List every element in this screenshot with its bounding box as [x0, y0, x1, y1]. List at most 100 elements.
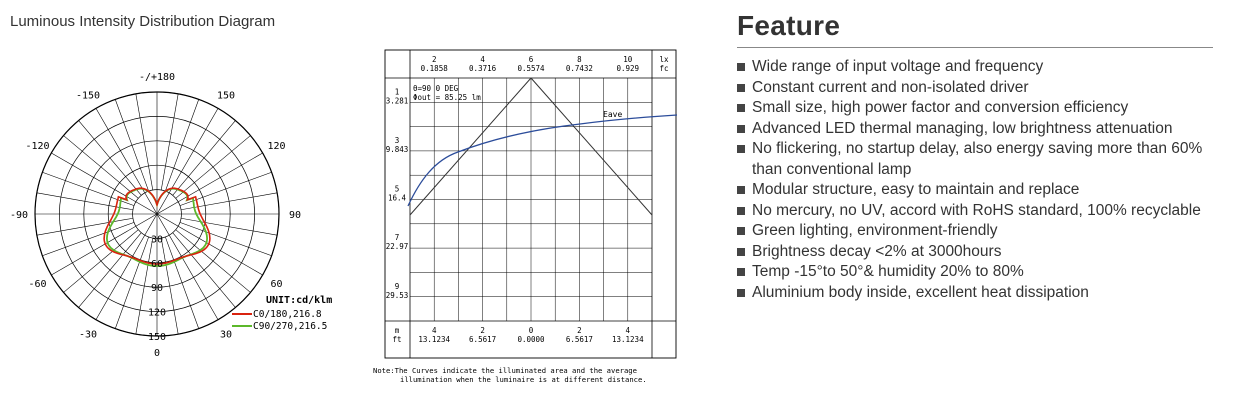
- feature-item: Constant current and non-isolated driver: [737, 78, 1227, 99]
- grid-bottom-header: 0: [529, 326, 534, 335]
- polar-curves: [103, 187, 211, 267]
- polar-angle-label: 150: [217, 90, 235, 101]
- grid-bottom-header: 4: [626, 326, 631, 335]
- grid-corner-header: m: [395, 326, 400, 335]
- feature-item: Wide range of input voltage and frequenc…: [737, 57, 1227, 78]
- polar-spoke: [36, 217, 134, 236]
- polar-grid: [34, 91, 280, 337]
- feature-list: Wide range of input voltage and frequenc…: [737, 57, 1227, 303]
- polar-radial-label: 150: [148, 332, 166, 343]
- feature-item: Advanced LED thermal managing, low brigh…: [737, 119, 1227, 140]
- grid-bottom-header: 0.0000: [517, 335, 545, 344]
- grid-left-header: 5: [395, 185, 400, 194]
- polar-radial-label: 90: [151, 283, 163, 294]
- polar-labels: -/+180 150 -150 120 -120 90 -90 60 -60 30 -30 0 30 60…: [10, 72, 301, 359]
- polar-angle-label: -150: [76, 90, 100, 101]
- grid-left-header: 3.281: [386, 96, 409, 105]
- polar-spoke: [78, 232, 142, 308]
- grid-info-line1: θ=90 0 DEG: [413, 84, 459, 93]
- polar-angle-label: -/+180: [139, 72, 175, 83]
- grid-left-header: 22.97: [386, 242, 409, 251]
- polar-spoke: [180, 217, 278, 236]
- grid-bottom-header: 6.5617: [469, 335, 496, 344]
- polar-curve-c0: [103, 187, 211, 265]
- polar-legend: C0/180,216.8 C90/270,216.5: [232, 309, 327, 332]
- grid-corner-header: ft: [392, 335, 401, 344]
- polar-spoke: [179, 171, 272, 206]
- polar-spoke: [42, 222, 135, 257]
- polar-spoke: [180, 192, 278, 211]
- grid-note-line1: Note:The Curves indicate the illuminated…: [373, 366, 637, 375]
- grid-top-header: 4: [480, 55, 485, 64]
- polar-spoke: [160, 93, 179, 191]
- polar-spoke: [165, 99, 200, 192]
- polar-spoke: [51, 213, 158, 276]
- grid-left-header: 1: [395, 87, 400, 96]
- grid-lines: [384, 49, 677, 359]
- grid-left-header: 29.53: [386, 291, 409, 300]
- feature-item: No mercury, no UV, accord with RoHS stan…: [737, 201, 1227, 222]
- polar-spoke: [114, 236, 149, 329]
- grid-top-header: 0.1858: [421, 64, 449, 73]
- polar-spoke: [156, 213, 263, 276]
- grid-top-header: 2: [432, 55, 437, 64]
- polar-radial-label: 120: [148, 308, 166, 319]
- polar-spoke: [95, 108, 158, 215]
- grid-top-header: 10: [623, 55, 633, 64]
- feature-title: Feature: [737, 10, 841, 41]
- polar-spoke: [42, 171, 135, 206]
- legend-label-c0: C0/180,216.8: [253, 309, 322, 320]
- grid-info-line2: Φout = 85.25 lm: [413, 93, 481, 102]
- grid-bottom-header: 6.5617: [566, 335, 593, 344]
- polar-spoke: [156, 152, 263, 215]
- grid-left-header: 3: [395, 136, 400, 145]
- polar-diagram: -/+180 150 -150 120 -120 90 -90 60 -60 30 -30 0 30 60…: [10, 72, 332, 359]
- grid-note-line2: illumination when the luminaire is at di…: [400, 375, 647, 384]
- legend-label-c90: C90/270,216.5: [253, 321, 327, 332]
- grid-left-header: 16.4: [388, 194, 407, 203]
- grid-top-header: lx: [659, 55, 669, 64]
- feature-divider: [737, 47, 1213, 48]
- curve-label-eave: Eave: [603, 110, 622, 119]
- grid-top-header: 0.929: [617, 64, 640, 73]
- polar-spoke: [135, 237, 154, 335]
- polar-radial-label: 30: [151, 234, 163, 245]
- grid-bottom-header: 2: [577, 326, 582, 335]
- average-illuminance-curve: [407, 114, 678, 207]
- grid-bottom-header: 13.1234: [612, 335, 644, 344]
- polar-angle-label: 30: [220, 330, 232, 341]
- polar-spoke: [156, 108, 219, 215]
- polar-diagram-title: Luminous Intensity Distribution Diagram: [10, 13, 276, 30]
- polar-unit-label: UNIT:cd/klm: [266, 295, 332, 306]
- grid-left-header: 9.843: [386, 145, 409, 154]
- grid-left-header: 9: [395, 282, 400, 291]
- polar-angle-label: 90: [289, 210, 301, 221]
- polar-spoke: [175, 135, 251, 199]
- polar-spoke: [114, 99, 149, 192]
- polar-angle-label: -30: [79, 330, 97, 341]
- grid-top-header: 8: [577, 55, 582, 64]
- grid-headers: 20.185840.371660.557480.7432100.929lxfc1…: [386, 55, 669, 344]
- grid-left-header: 7: [395, 233, 400, 242]
- polar-spoke: [78, 120, 142, 196]
- feature-item: Brightness decay <2% at 3000hours: [737, 242, 1227, 263]
- polar-spoke: [160, 237, 179, 335]
- polar-radial-label: 60: [151, 259, 163, 270]
- grid-top-header: 0.7432: [566, 64, 593, 73]
- grid-top-header: fc: [659, 64, 668, 73]
- grid-bottom-header: 2: [480, 326, 485, 335]
- polar-spoke: [172, 232, 236, 308]
- feature-item: Temp -15°to 50°& humidity 20% to 80%: [737, 262, 1227, 283]
- grid-bottom-header: 13.1234: [418, 335, 450, 344]
- polar-angle-label: 0: [154, 348, 160, 359]
- polar-spoke: [51, 152, 158, 215]
- polar-spoke: [175, 229, 251, 293]
- polar-spoke: [172, 120, 236, 196]
- grid-top-header: 0.5574: [517, 64, 545, 73]
- polar-spoke: [36, 192, 134, 211]
- polar-spoke: [95, 213, 158, 320]
- grid-top-header: 6: [529, 55, 534, 64]
- polar-spoke: [135, 93, 154, 191]
- grid-bottom-header: 4: [432, 326, 437, 335]
- polar-spoke: [179, 222, 272, 257]
